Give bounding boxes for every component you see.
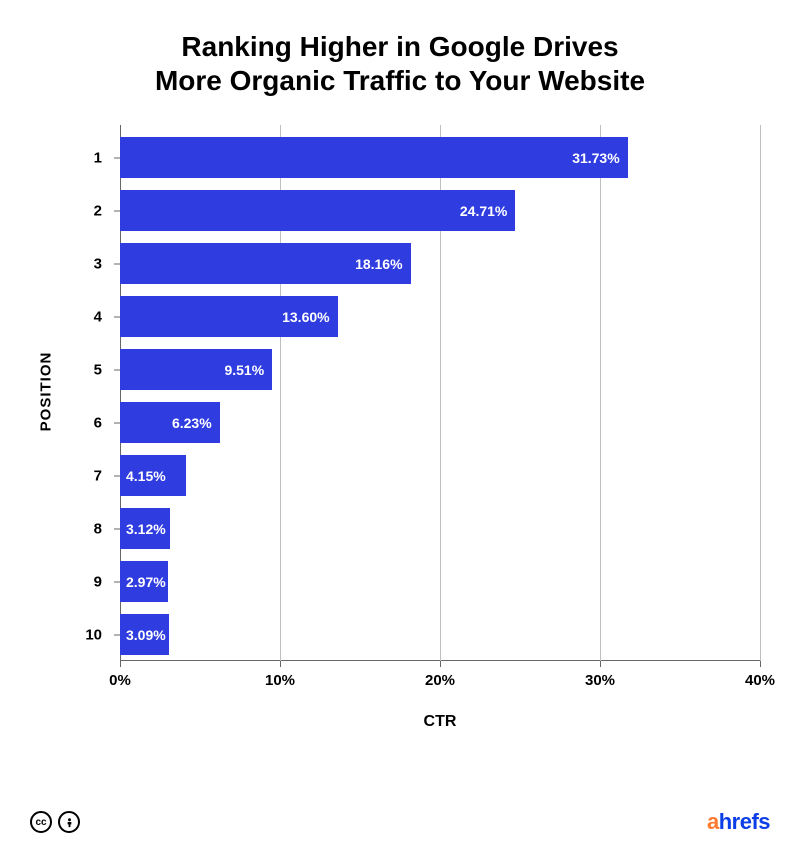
x-tick-mark (280, 661, 281, 667)
y-tick-mark (114, 210, 120, 211)
title-line-2: More Organic Traffic to Your Website (50, 64, 750, 98)
chart-title: Ranking Higher in Google Drives More Org… (50, 30, 750, 97)
attribution-icon (58, 811, 80, 833)
bar-row: 18.16% (120, 243, 760, 284)
x-tick-mark (440, 661, 441, 667)
brand-a: a (707, 809, 719, 834)
y-tick-mark (114, 369, 120, 370)
chart: POSITION 31.73%24.71%18.16%13.60%9.51%6.… (30, 121, 770, 741)
gridline (760, 125, 761, 661)
bar-row: 31.73% (120, 137, 760, 178)
bar-value-label: 3.09% (126, 627, 166, 643)
title-line-1: Ranking Higher in Google Drives (50, 30, 750, 64)
plot-area: 31.73% 24.71% 18.16% 13.60% 9.51% 6.23% 4.15% 3… (120, 131, 760, 661)
bar-row: 24.71% (120, 190, 760, 231)
bar-row: 9.51% (120, 349, 760, 390)
y-tick-label: 10 (30, 626, 102, 643)
bar-row: 3.09% (120, 614, 760, 655)
y-tick-label: 9 (30, 573, 102, 590)
y-tick-label: 6 (30, 414, 102, 431)
x-tick-label: 20% (425, 672, 455, 689)
brand-logo: ahrefs (707, 809, 770, 835)
y-tick-mark (114, 528, 120, 529)
bar-value-label: 6.23% (172, 415, 212, 431)
bar: 9.51% (120, 349, 272, 390)
cc-icon: cc (30, 811, 52, 833)
y-tick-mark (114, 157, 120, 158)
bar: 13.60% (120, 296, 338, 337)
y-tick-label: 1 (30, 149, 102, 166)
bar-row: 2.97% (120, 561, 760, 602)
x-tick-label: 30% (585, 672, 615, 689)
bar-value-label: 24.71% (460, 203, 507, 219)
bar-row: 3.12% (120, 508, 760, 549)
bar-value-label: 13.60% (282, 309, 329, 325)
bar-row: 6.23% (120, 402, 760, 443)
x-tick-label: 40% (745, 672, 775, 689)
bar: 18.16% (120, 243, 411, 284)
x-tick-label: 0% (109, 672, 131, 689)
license-badges: cc (30, 811, 80, 833)
y-tick-label: 2 (30, 202, 102, 219)
bar-value-label: 3.12% (126, 521, 166, 537)
x-tick-mark (120, 661, 121, 667)
y-tick-label: 5 (30, 361, 102, 378)
x-tick-mark (600, 661, 601, 667)
bar-value-label: 4.15% (126, 468, 166, 484)
y-tick-label: 8 (30, 520, 102, 537)
bar: 24.71% (120, 190, 515, 231)
y-tick-mark (114, 263, 120, 264)
bar: 31.73% (120, 137, 628, 178)
footer: cc ahrefs (30, 805, 770, 839)
bar-value-label: 9.51% (224, 362, 264, 378)
bar-row: 4.15% (120, 455, 760, 496)
bar-row: 13.60% (120, 296, 760, 337)
x-axis-label: CTR (120, 713, 760, 731)
x-tick-label: 10% (265, 672, 295, 689)
bar: 6.23% (120, 402, 220, 443)
x-tick-mark (760, 661, 761, 667)
bar-value-label: 31.73% (572, 150, 619, 166)
y-tick-mark (114, 475, 120, 476)
y-tick-label: 7 (30, 467, 102, 484)
bar-value-label: 2.97% (126, 574, 166, 590)
page: Ranking Higher in Google Drives More Org… (0, 0, 800, 859)
y-tick-label: 4 (30, 308, 102, 325)
y-tick-mark (114, 581, 120, 582)
y-tick-label: 3 (30, 255, 102, 272)
brand-rest: hrefs (719, 809, 770, 834)
y-tick-mark (114, 634, 120, 635)
y-tick-mark (114, 316, 120, 317)
bar-value-label: 18.16% (355, 256, 402, 272)
y-tick-mark (114, 422, 120, 423)
